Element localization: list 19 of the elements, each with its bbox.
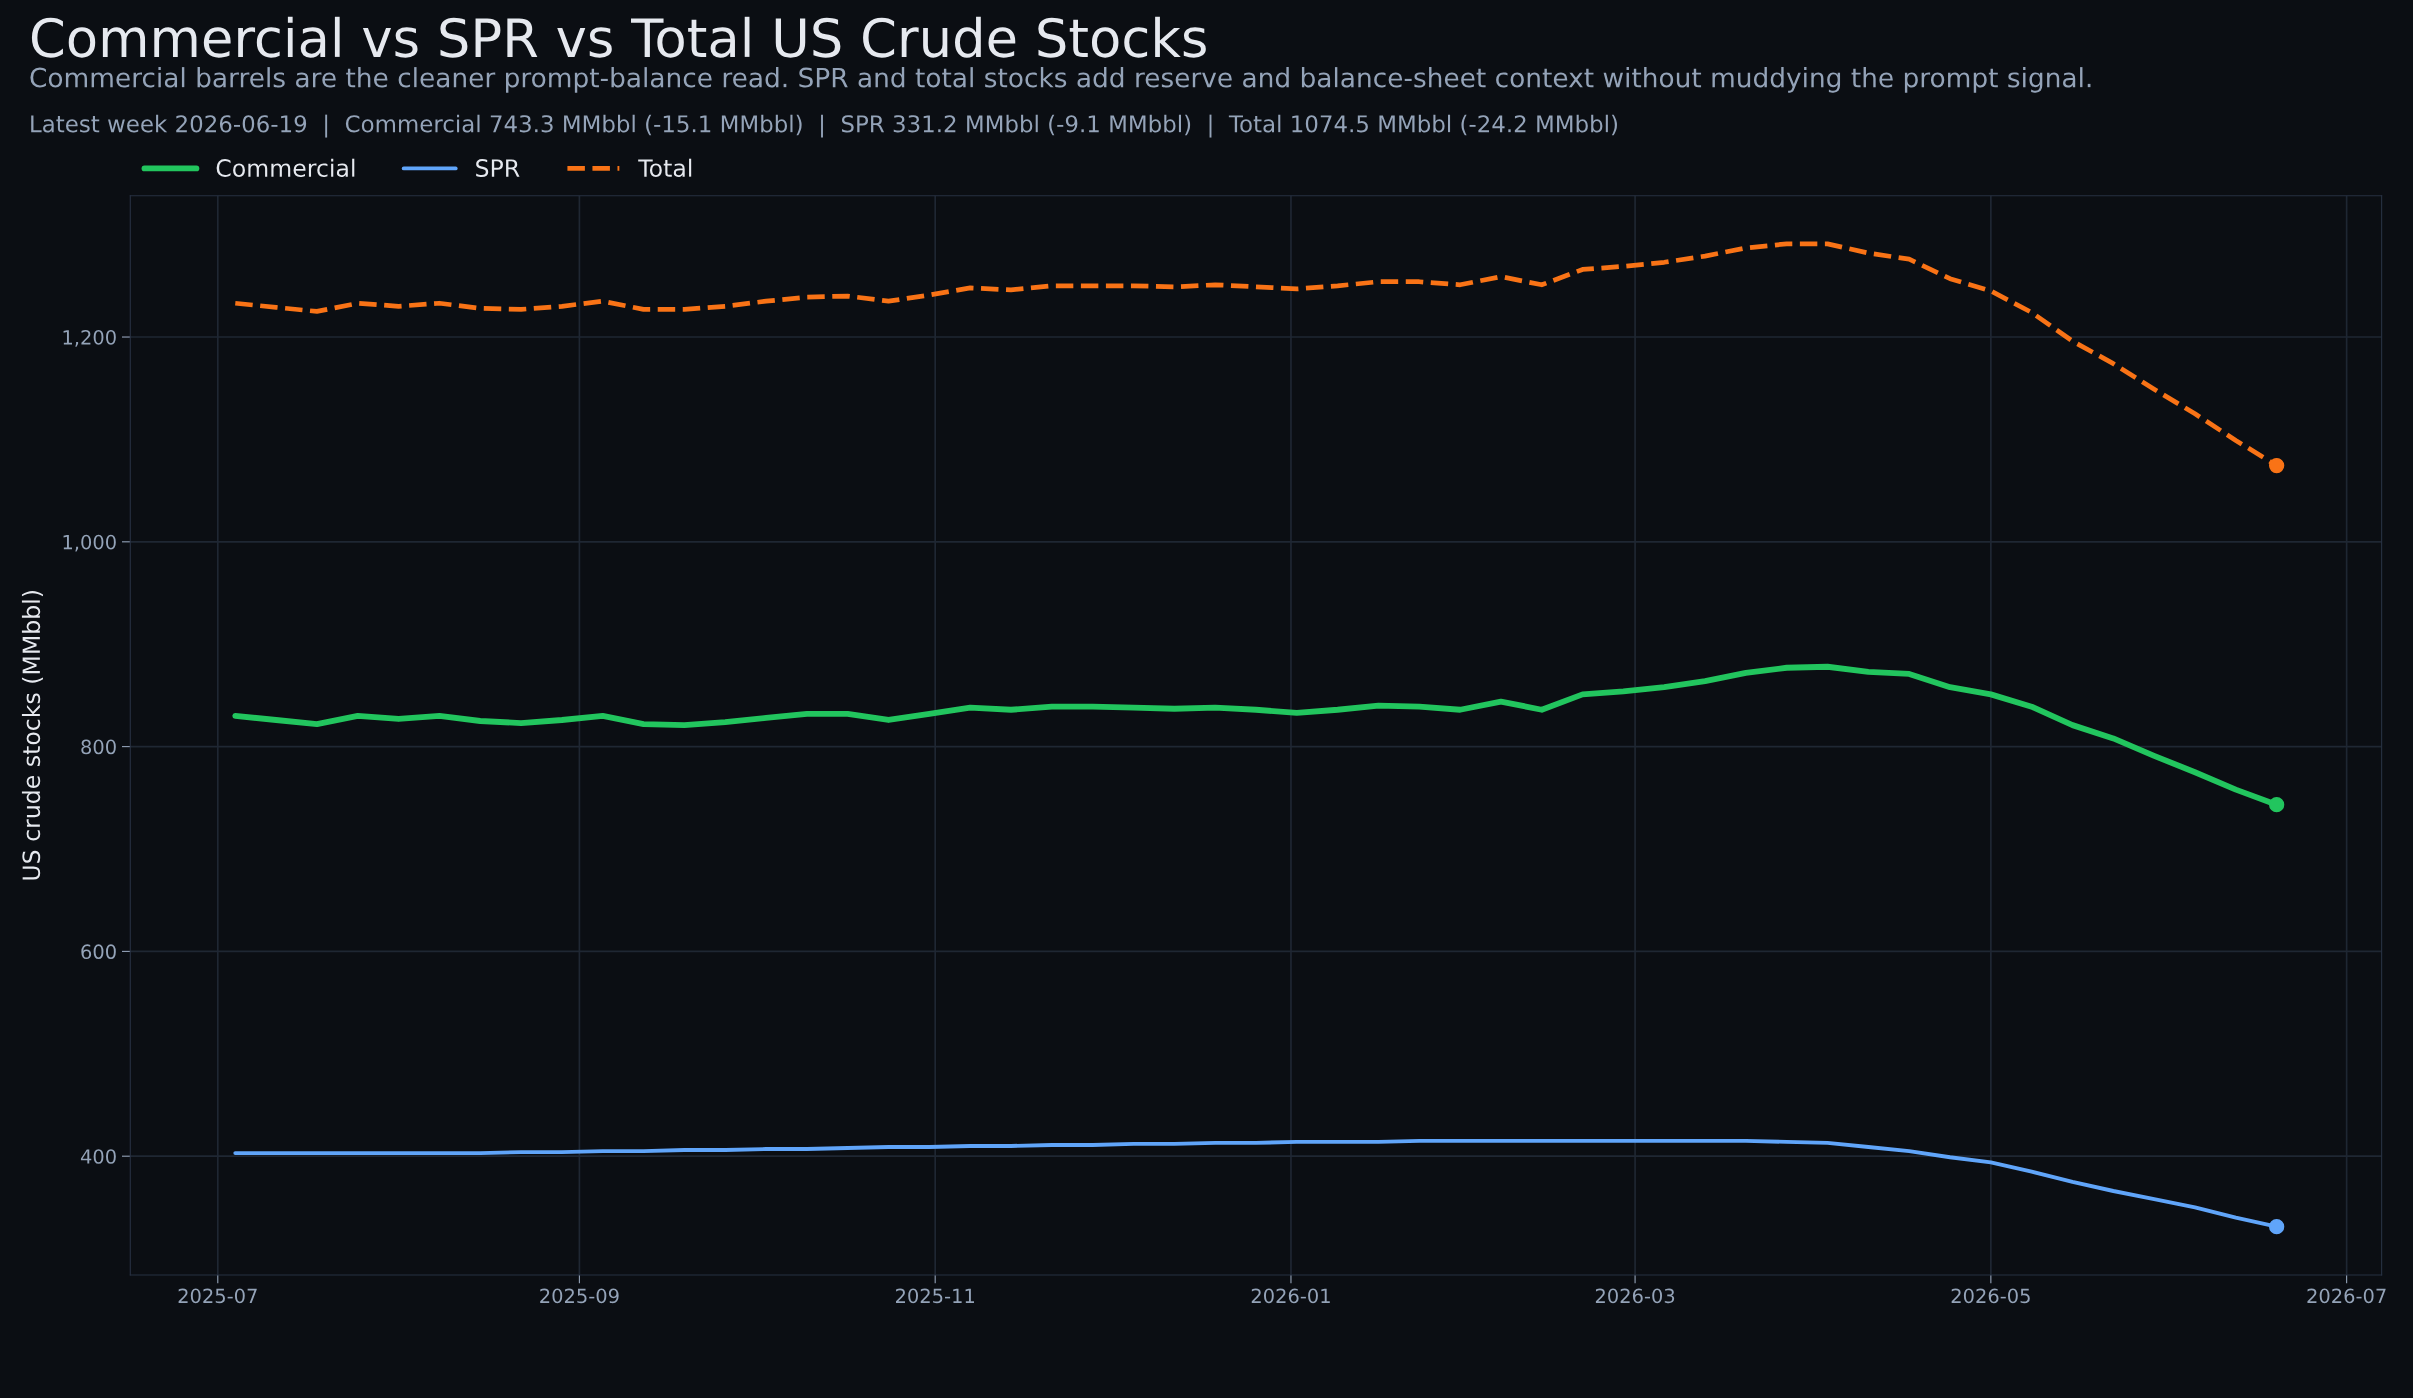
- x-tick-label: 2026-03: [1595, 1288, 1675, 1304]
- x-tick-label: 2026-01: [1251, 1288, 1330, 1304]
- y-tick-label: 1,000: [63, 534, 116, 552]
- x-tick-label: 2025-09: [540, 1288, 619, 1304]
- y-tick-label: 600: [81, 944, 116, 960]
- y-tick-label: 800: [81, 739, 116, 755]
- y-tick-label: 1,200: [63, 329, 116, 347]
- chart-subtitle: Commercial barrels are the cleaner prompt-balance read. SPR and total stocks add reserve and balance-sheet context without muddying the prompt signal.: [30, 67, 2091, 93]
- x-tick-label: 2025-11: [895, 1288, 975, 1304]
- legend-label: Total: [638, 158, 692, 177]
- legend-label: Commercial: [216, 158, 355, 177]
- x-tick-label: 2026-07: [2307, 1288, 2386, 1304]
- text: Latest week 2026-06-19 | Commercial 743.3 MMbbl (-15.1 MMbbl) | SPR 331.2 MMbbl (-9.1 MMbbl) | Total 1074.5 MMbbl (-24.2 MMbbl): [31, 114, 1617, 138]
- y-tick-label: 400: [80, 1149, 116, 1164]
- legend-label: SPR: [476, 159, 520, 177]
- y-axis-title: US crude stocks (MMbbl): [21, 591, 43, 880]
- x-tick-label: 2026-05: [1951, 1288, 2030, 1304]
- chart-title: Commercial vs SPR vs Total US Crude Stocks: [31, 16, 1206, 58]
- x-tick-label: 2025-07: [178, 1288, 257, 1304]
